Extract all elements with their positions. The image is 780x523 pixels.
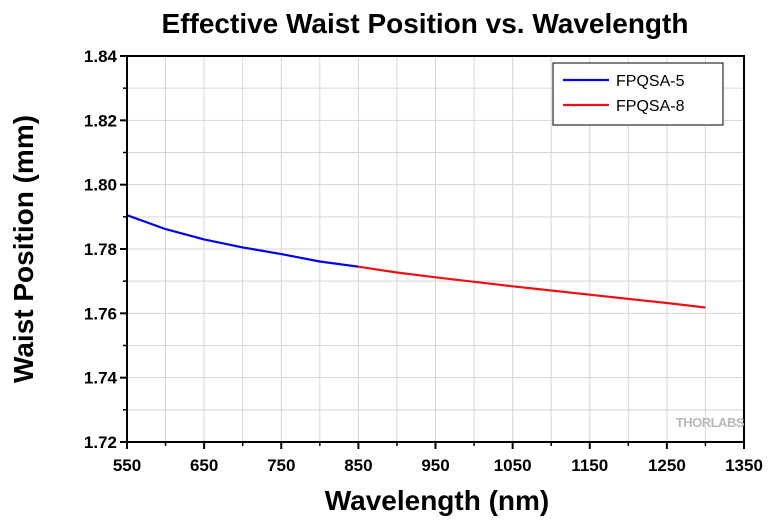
x-tick-label: 850 xyxy=(344,456,372,475)
y-axis-label: Waist Position (mm) xyxy=(8,115,39,383)
chart-title: Effective Waist Position vs. Wavelength xyxy=(162,8,689,39)
y-tick-label: 1.82 xyxy=(84,111,117,130)
x-tick-label: 750 xyxy=(267,456,295,475)
x-tick-label: 1150 xyxy=(571,456,608,475)
y-tick-label: 1.76 xyxy=(84,304,117,323)
ticks: 550 650 750 850 950 1050 1150 1250 1350 1.72 1.74 1… xyxy=(84,47,763,475)
series-layer xyxy=(126,214,706,309)
series-line-fpqsa-8 xyxy=(358,265,706,309)
y-tick-label: 1.74 xyxy=(84,369,118,388)
y-tick-label: 1.72 xyxy=(84,433,117,452)
legend: FPQSA-5 FPQSA-8 xyxy=(552,62,724,126)
y-tick-label: 1.78 xyxy=(84,240,117,259)
thorlabs-watermark: THORLABS xyxy=(676,415,745,430)
legend-label: FPQSA-8 xyxy=(616,98,685,115)
series-line-fpqsa-5 xyxy=(126,214,359,268)
legend-box xyxy=(552,62,724,126)
x-tick-label: 550 xyxy=(113,456,141,475)
x-axis-label: Wavelength (nm) xyxy=(325,485,550,516)
x-tick-label: 950 xyxy=(421,456,449,475)
x-tick-label: 650 xyxy=(190,456,218,475)
y-tick-label: 1.80 xyxy=(84,176,117,195)
legend-label: FPQSA-5 xyxy=(616,73,685,90)
y-tick-label: 1.84 xyxy=(84,47,118,66)
x-tick-label: 1350 xyxy=(725,456,763,475)
x-tick-label: 1050 xyxy=(494,456,532,475)
x-tick-label: 1250 xyxy=(648,456,686,475)
